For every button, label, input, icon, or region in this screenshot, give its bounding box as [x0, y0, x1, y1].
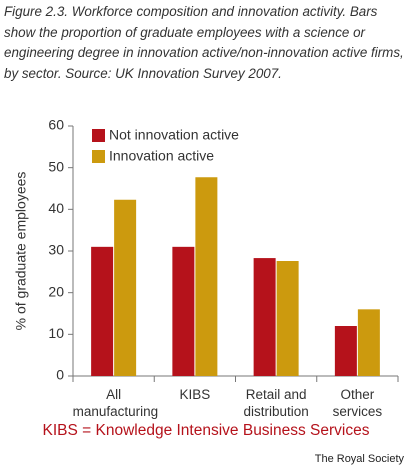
y-tick-label: 60	[48, 117, 64, 133]
legend-label: Innovation active	[109, 148, 214, 164]
x-tick-label: All manufacturing	[72, 387, 159, 419]
x-tick-label: Retail and distribution	[243, 387, 309, 419]
y-tick-label: 0	[56, 367, 64, 383]
bar	[357, 309, 380, 376]
x-tick-label: KIBS	[179, 387, 211, 402]
bar	[195, 177, 218, 376]
y-tick-label: 40	[48, 200, 64, 216]
bar	[253, 258, 276, 376]
caption: Figure 2.3. Workforce composition and in…	[4, 4, 404, 81]
y-axis-label: % of graduate employees	[13, 172, 29, 331]
y-tick-label: 10	[48, 325, 64, 341]
bar	[276, 261, 299, 376]
y-tick-label: 50	[48, 158, 64, 174]
bar	[114, 199, 137, 376]
legend-swatch	[92, 129, 105, 142]
bar	[334, 326, 357, 376]
y-tick-label: 30	[48, 242, 64, 258]
y-tick-label: 20	[48, 283, 64, 299]
x-tick-label: Other services	[332, 387, 383, 419]
bar	[172, 246, 195, 376]
source: The Royal Society	[314, 453, 404, 465]
footnote: KIBS = Knowledge Intensive Business Serv…	[42, 422, 370, 439]
legend-label: Not innovation active	[109, 127, 239, 143]
bar	[91, 246, 114, 376]
legend-swatch	[92, 150, 105, 163]
